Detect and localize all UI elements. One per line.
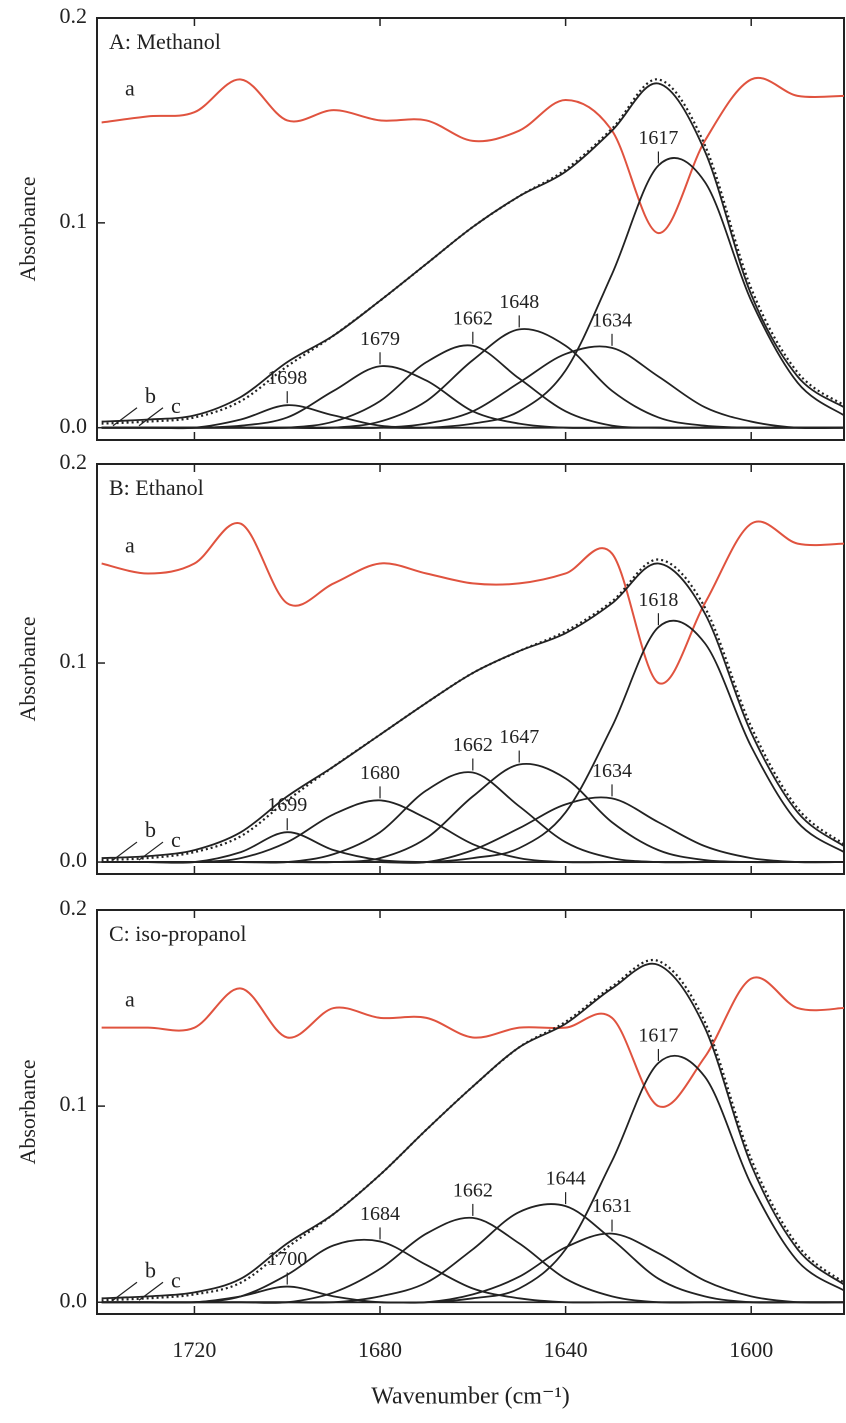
series-label: a (125, 987, 135, 1012)
peak-label: 1662 (453, 307, 493, 329)
spectrum-line (101, 76, 844, 235)
spectrum-line (101, 976, 844, 1108)
series-label: b (145, 383, 156, 408)
spectrum-line (101, 78, 844, 425)
spectrum-line (101, 619, 844, 864)
peak-label: 1617 (638, 1025, 678, 1047)
leader-line (112, 841, 138, 861)
series-label: c (171, 1267, 181, 1292)
spectrum-line (101, 562, 844, 859)
x-axis-label: Wavenumber (cm⁻¹) (371, 1384, 570, 1410)
y-tick-label: 0.1 (60, 648, 88, 673)
spectrum-line (101, 344, 844, 430)
series-label: a (125, 533, 135, 558)
y-tick-label: 0.2 (60, 895, 88, 920)
y-tick-label: 0.0 (60, 1287, 88, 1312)
peak-label: 1662 (453, 734, 493, 756)
spectrum-line (101, 157, 844, 429)
spectrum-line (101, 958, 844, 1302)
peak-label: 1648 (499, 291, 539, 313)
peak-label: 1644 (546, 1168, 586, 1190)
panel-title: A: Methanol (109, 29, 221, 54)
series-label: c (171, 827, 181, 852)
y-tick-label: 0.0 (60, 847, 88, 872)
leader-line (138, 1281, 164, 1301)
peak-label: 1647 (499, 726, 539, 748)
spectrum-line (101, 365, 844, 429)
x-tick-label: 1600 (729, 1337, 773, 1362)
spectrum-line (101, 345, 844, 430)
series-label: a (125, 75, 135, 100)
peak-label: 1679 (360, 328, 400, 350)
spectrum-line (101, 796, 844, 864)
plot-frame (96, 909, 845, 1315)
x-tick-label: 1720 (172, 1337, 216, 1362)
y-tick-label: 0.2 (60, 449, 88, 474)
peak-label: 1680 (360, 762, 400, 784)
panel: C: iso-propanol Absorbance 0.0 0.1 0.2 1720 16… (15, 895, 845, 1410)
y-tick-label: 0.2 (60, 3, 88, 28)
y-axis-label: Absorbance (15, 616, 40, 721)
spectrum-line (101, 328, 844, 430)
series-label: b (145, 817, 156, 842)
peak-label: 1700 (267, 1248, 307, 1270)
spectrum-line (101, 520, 844, 685)
peak-label: 1662 (453, 1179, 493, 1201)
peak-label: 1631 (592, 1195, 632, 1217)
y-axis-label: Absorbance (15, 176, 40, 281)
spectrum-line (101, 762, 844, 864)
panel: A: Methanol Absorbance 0.0 0.1 0.2 a b c 1698 167… (15, 3, 845, 441)
peak-label: 1684 (360, 1203, 400, 1225)
leader-line (138, 407, 164, 427)
panel-title: C: iso-propanol (109, 921, 247, 946)
spectrum-line (101, 558, 844, 862)
leader-line (112, 1281, 138, 1301)
y-tick-label: 0.0 (60, 413, 88, 438)
series-label: b (145, 1257, 156, 1282)
peak-label: 1699 (267, 794, 307, 816)
x-tick-label: 1640 (544, 1337, 588, 1362)
spectrum-line (101, 1054, 844, 1304)
y-tick-label: 0.1 (60, 208, 88, 233)
series-label: c (171, 393, 181, 418)
x-tick-label: 1680 (358, 1337, 402, 1362)
panel: B: Ethanol Absorbance 0.0 0.1 0.2 a b c 1699 1680… (15, 449, 845, 875)
spectrum-line (101, 799, 844, 864)
peak-label: 1698 (267, 367, 307, 389)
spectrum-line (101, 771, 844, 864)
spectrum-line (101, 962, 844, 1300)
peak-label: 1634 (592, 309, 632, 331)
plot-frame (96, 17, 845, 441)
leader-line (138, 841, 164, 861)
plot-frame (96, 463, 845, 875)
peak-label: 1618 (638, 589, 678, 611)
peak-label: 1634 (592, 760, 632, 782)
panel-title: B: Ethanol (109, 475, 204, 500)
spectrum-line (101, 1216, 844, 1304)
y-tick-label: 0.1 (60, 1091, 88, 1116)
peak-label: 1617 (638, 127, 678, 149)
y-axis-label: Absorbance (15, 1059, 40, 1164)
